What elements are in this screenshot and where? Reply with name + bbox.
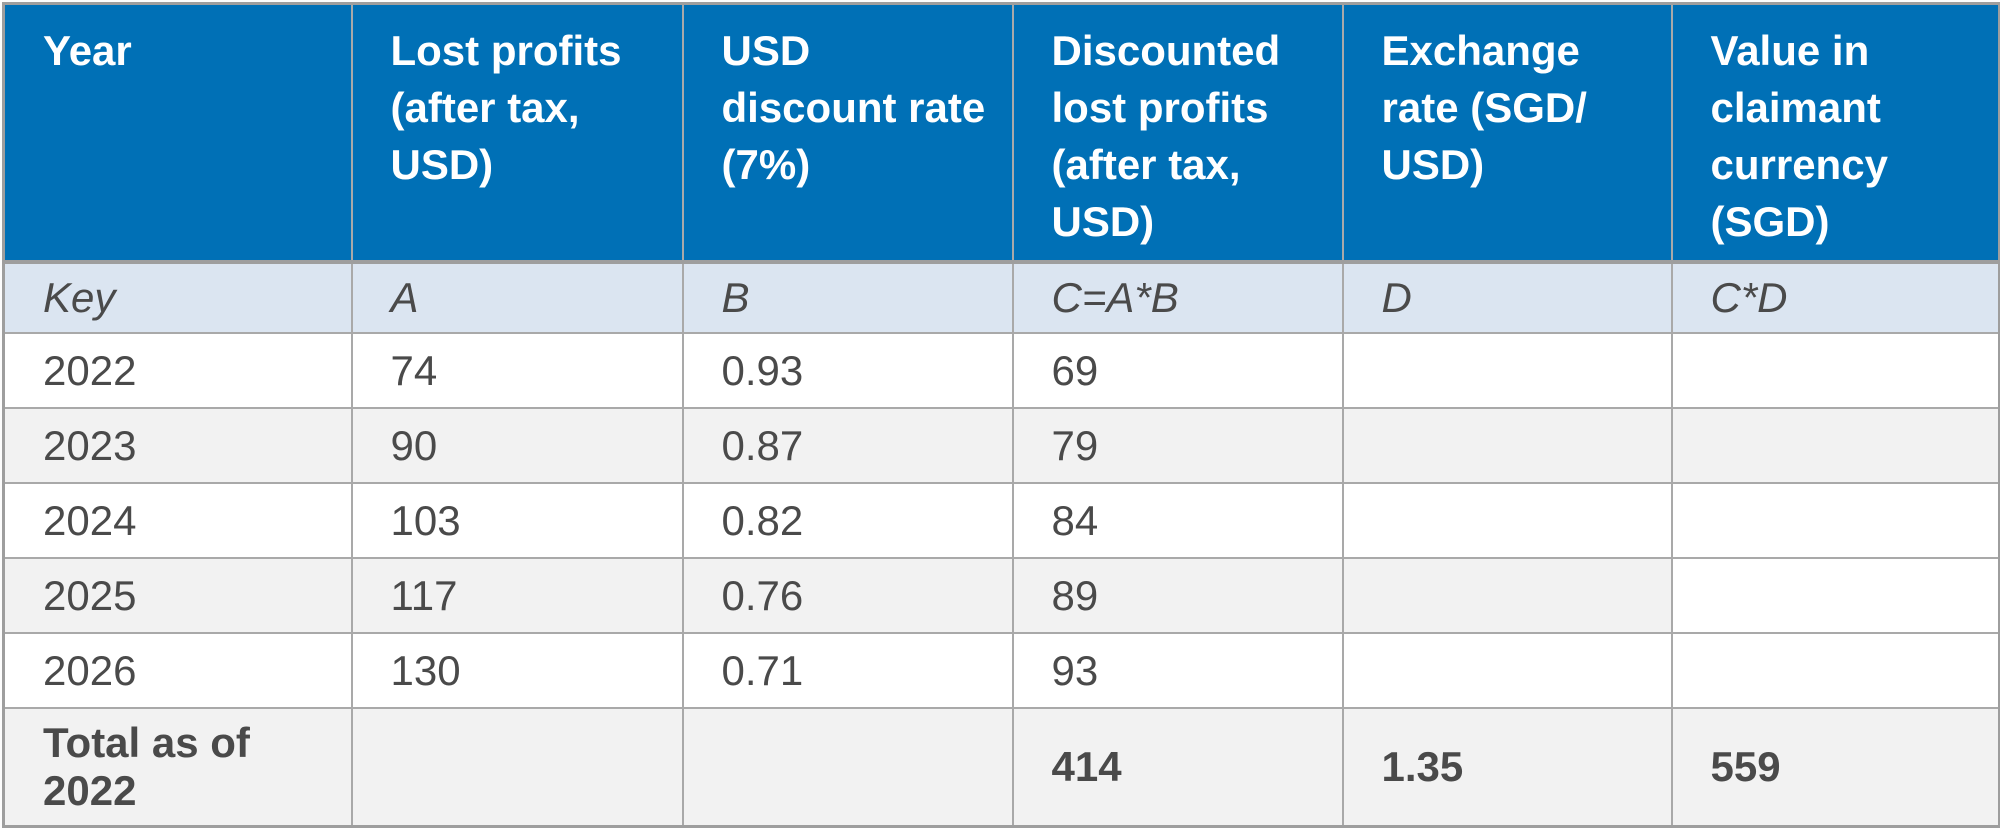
column-header-discount-rate: USD discount rate (7%) <box>681 2 1014 265</box>
cell-claimant-value <box>1670 407 2000 485</box>
table-row-2022: 2022 74 0.93 69 <box>2 332 2000 410</box>
total-lost-profits <box>350 707 684 828</box>
key-cell-label: Key <box>2 261 353 335</box>
total-claimant-value: 559 <box>1670 707 2000 828</box>
table-row-2025: 2025 117 0.76 89 <box>2 557 2000 635</box>
cell-discounted-lost-profits: 89 <box>1011 557 1344 635</box>
column-header-exchange-rate: Exchange rate (SGD/ USD) <box>1341 2 1673 265</box>
column-header-lost-profits: Lost profits (after tax, USD) <box>350 2 684 265</box>
key-cell-c: C=A*B <box>1011 261 1344 335</box>
cell-lost-profits: 74 <box>350 332 684 410</box>
key-cell-d: D <box>1341 261 1673 335</box>
column-header-claimant-currency-value: Value in claimant currency (SGD) <box>1670 2 2000 265</box>
cell-year: 2023 <box>2 407 353 485</box>
cell-claimant-value <box>1670 632 2000 710</box>
cell-discount-rate: 0.71 <box>681 632 1014 710</box>
total-row: Total as of 2022 414 1.35 559 <box>2 707 2000 828</box>
cell-claimant-value <box>1670 557 2000 635</box>
table-row-2023: 2023 90 0.87 79 <box>2 407 2000 485</box>
cell-lost-profits: 130 <box>350 632 684 710</box>
header-row: Year Lost profits (after tax, USD) USD d… <box>2 2 2000 265</box>
cell-discounted-lost-profits: 93 <box>1011 632 1344 710</box>
table-row-2024: 2024 103 0.82 84 <box>2 482 2000 560</box>
cell-exchange-rate <box>1341 632 1673 710</box>
cell-exchange-rate <box>1341 332 1673 410</box>
cell-year: 2025 <box>2 557 353 635</box>
cell-discounted-lost-profits: 84 <box>1011 482 1344 560</box>
cell-lost-profits: 117 <box>350 557 684 635</box>
cell-lost-profits: 90 <box>350 407 684 485</box>
cell-year: 2024 <box>2 482 353 560</box>
cell-discount-rate: 0.82 <box>681 482 1014 560</box>
total-exchange-rate: 1.35 <box>1341 707 1673 828</box>
key-cell-a: A <box>350 261 684 335</box>
column-header-year: Year <box>2 2 353 265</box>
cell-lost-profits: 103 <box>350 482 684 560</box>
total-discounted-lost-profits: 414 <box>1011 707 1344 828</box>
cell-discount-rate: 0.93 <box>681 332 1014 410</box>
key-row: Key A B C=A*B D C*D <box>2 261 2000 335</box>
cell-discounted-lost-profits: 79 <box>1011 407 1344 485</box>
cell-discount-rate: 0.87 <box>681 407 1014 485</box>
key-cell-cd: C*D <box>1670 261 2000 335</box>
total-label: Total as of 2022 <box>2 707 353 828</box>
cell-year: 2026 <box>2 632 353 710</box>
key-cell-b: B <box>681 261 1014 335</box>
cell-discount-rate: 0.76 <box>681 557 1014 635</box>
cell-exchange-rate <box>1341 407 1673 485</box>
table-row-2026: 2026 130 0.71 93 <box>2 632 2000 710</box>
cell-exchange-rate <box>1341 482 1673 560</box>
cell-discounted-lost-profits: 69 <box>1011 332 1344 410</box>
column-header-discounted-lost-profits: Discounted lost profits (after tax, USD) <box>1011 2 1344 265</box>
cell-claimant-value <box>1670 482 2000 560</box>
cell-year: 2022 <box>2 332 353 410</box>
total-discount-rate <box>681 707 1014 828</box>
cell-exchange-rate <box>1341 557 1673 635</box>
cell-claimant-value <box>1670 332 2000 410</box>
